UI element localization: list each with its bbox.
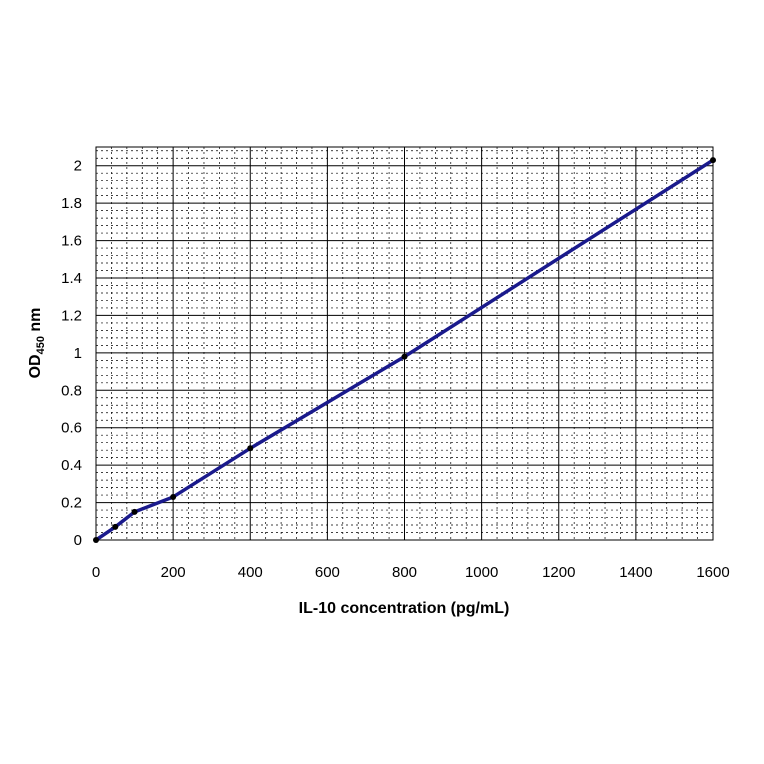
x-tick-label: 0 (92, 564, 100, 581)
data-point (710, 157, 716, 164)
y-tick-labels: 0 0.2 0.4 0.6 0.8 1 1.2 1.4 1.6 1.8 2 (61, 158, 82, 549)
minor-grid (96, 147, 713, 540)
data-point (170, 493, 177, 500)
data-point (131, 508, 138, 515)
y-axis-title-main: OD (27, 354, 44, 378)
x-tick-labels: 0 200 400 600 800 1000 1200 1400 1600 (92, 564, 730, 581)
y-tick-label: 1.8 (61, 195, 82, 212)
x-tick-label: 1000 (465, 564, 498, 581)
x-tick-label: 800 (392, 564, 417, 581)
y-tick-label: 2 (74, 158, 82, 175)
series-group (93, 157, 716, 543)
x-tick-label: 1600 (696, 564, 729, 581)
y-tick-label: 1.6 (61, 233, 82, 250)
x-tick-label: 200 (161, 564, 186, 581)
major-grid (96, 147, 713, 540)
x-tick-label: 400 (238, 564, 263, 581)
data-point (93, 537, 99, 543)
data-point (112, 523, 119, 530)
x-tick-label: 1400 (619, 564, 652, 581)
y-tick-label: 0.2 (61, 495, 82, 512)
y-tick-label: 0.6 (61, 420, 82, 437)
y-tick-label: 0 (74, 532, 82, 549)
x-axis-title: IL-10 concentration (pg/mL) (299, 600, 510, 617)
data-point (401, 353, 408, 360)
y-axis-title-suffix: nm (27, 308, 44, 336)
y-tick-label: 1.2 (61, 307, 82, 324)
y-tick-label: 1 (74, 345, 82, 362)
data-point (247, 445, 254, 452)
x-tick-label: 1200 (542, 564, 575, 581)
y-tick-label: 0.4 (61, 457, 82, 474)
y-axis-title: OD450 nm (27, 308, 47, 379)
y-tick-label: 0.8 (61, 382, 82, 399)
x-tick-label: 600 (315, 564, 340, 581)
y-axis-title-subscript: 450 (35, 336, 47, 354)
y-tick-label: 1.4 (61, 270, 82, 287)
